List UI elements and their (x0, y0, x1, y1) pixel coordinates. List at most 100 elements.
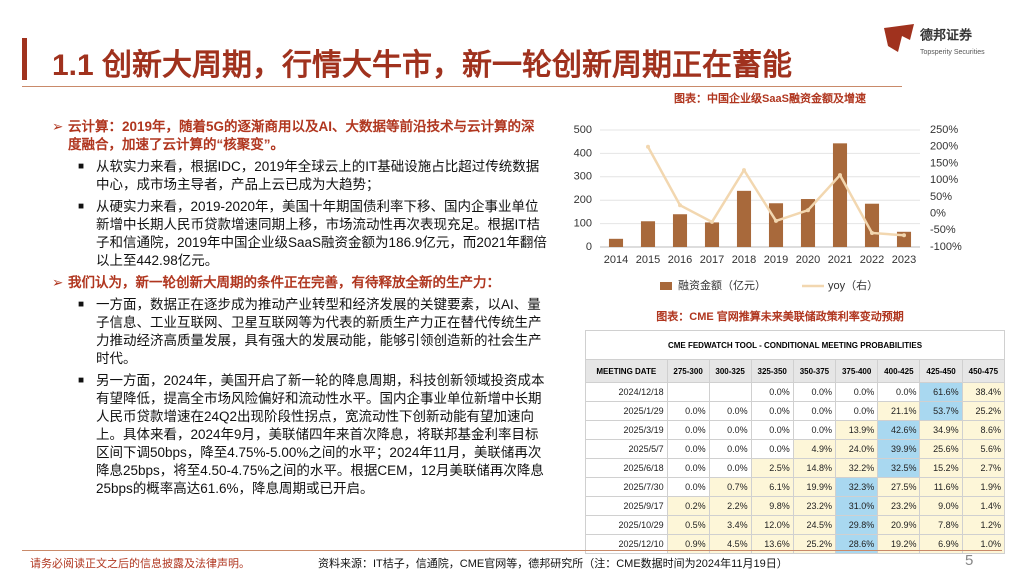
prob-cell: 25.2% (961, 401, 1006, 421)
y2-tick-label: 200% (930, 141, 958, 153)
chart-title: 图表：中国企业级SaaS融资金额及增速 (674, 91, 866, 105)
prob-cell: 1.4% (961, 496, 1006, 516)
prob-cell: 0.0% (835, 382, 879, 402)
y-tick-label: 500 (574, 124, 592, 136)
prob-cell: 19.9% (792, 477, 837, 497)
prob-cell: 2.2% (708, 496, 752, 516)
logo: 德邦证券 Topsperity Securities (884, 24, 985, 56)
y2-tick-label: 50% (930, 191, 952, 203)
prob-cell: 0.0% (666, 439, 710, 459)
column-header: 350-375 (792, 359, 837, 383)
column-header: 400-425 (877, 359, 921, 383)
bar (608, 238, 624, 247)
prob-cell: 1.2% (961, 515, 1006, 535)
prob-cell: 3.4% (708, 515, 752, 535)
line-marker (774, 218, 778, 223)
disclaimer: 请务必阅读正文之后的信息披露及法律声明。 (30, 558, 250, 570)
prob-cell: 34.9% (919, 420, 963, 440)
sub-bullet: 一方面，数据正在逐步成为推动产业转型和经济发展的关键要素，以AI、量子信息、工业… (52, 296, 547, 368)
date-cell: 2025/9/17 (585, 496, 668, 516)
prob-cell: 32.5% (877, 458, 921, 478)
line-marker (838, 173, 842, 178)
y-tick-label: 0 (586, 241, 592, 253)
logo-name: 德邦证券 (920, 27, 973, 42)
date-cell: 2025/3/19 (585, 420, 668, 440)
y2-tick-label: 150% (930, 157, 958, 169)
caption-row: CME FEDWATCH TOOL - CONDITIONAL MEETING … (585, 330, 1005, 360)
table-row: 2025/5/7 0.0% 0.0% 0.0% 4.9% 24.0% 39.9% 25.6% 5… (585, 439, 1006, 459)
date-cell: 2024/12/18 (585, 382, 668, 402)
prob-cell: 38.4% (961, 382, 1006, 402)
table-row: 2025/3/19 0.0% 0.0% 0.0% 0.0% 13.9% 42.6% 34.9%… (585, 420, 1006, 440)
prob-cell: 2.7% (961, 458, 1006, 478)
prob-cell: 1.9% (961, 477, 1006, 497)
page-number: 5 (965, 552, 974, 569)
prob-cell: 11.6% (919, 477, 963, 497)
prob-cell: 0.0% (666, 458, 710, 478)
prob-cell: 6.9% (919, 534, 963, 554)
prob-cell: 0.0% (792, 401, 837, 421)
prob-cell: 32.2% (835, 458, 879, 478)
y2-tick-label: 100% (930, 174, 958, 186)
x-tick-label: 2015 (636, 254, 660, 266)
sub-bullet: 另一方面，2024年，美国开启了新一轮的降息周期，科技创新领域投资成本有望降低，… (52, 372, 547, 498)
column-header: MEETING DATE (585, 359, 668, 383)
prob-cell: 9.8% (750, 496, 794, 516)
y2-tick-label: -100% (930, 241, 962, 253)
date-cell: 2025/7/30 (585, 477, 668, 497)
prob-cell: 1.0% (961, 534, 1006, 554)
line-marker (870, 230, 874, 235)
table-row: 2025/9/17 0.2% 2.2% 9.8% 23.2% 31.0% 23.2% 9.0%… (585, 496, 1006, 516)
prob-cell: 13.9% (835, 420, 879, 440)
prob-cell: 29.8% (835, 515, 879, 535)
column-header: 275-300 (666, 359, 710, 383)
legend-swatch (660, 282, 672, 290)
x-tick-label: 2018 (732, 254, 756, 266)
logo-sub: Topsperity Securities (920, 49, 985, 56)
prob-cell: 0.0% (708, 458, 752, 478)
prob-cell: 32.3% (835, 477, 879, 497)
prob-cell: 2.5% (750, 458, 794, 478)
prob-cell: 23.2% (877, 496, 921, 516)
y-tick-label: 200 (574, 194, 592, 206)
table-caption: CME FEDWATCH TOOL - CONDITIONAL MEETING … (585, 330, 1005, 360)
prob-cell: 0.0% (835, 401, 879, 421)
table-row: 2025/10/29 0.5% 3.4% 12.0% 24.5% 29.8% 20.9% 7.… (585, 515, 1006, 535)
prob-cell: 8.6% (961, 420, 1006, 440)
prob-cell: 0.9% (666, 534, 710, 554)
column-header: 375-400 (835, 359, 879, 383)
prob-cell: 31.0% (835, 496, 879, 516)
prob-cell: 25.6% (919, 439, 963, 459)
prob-cell: 21.1% (877, 401, 921, 421)
line-marker (806, 208, 810, 213)
prob-cell: 24.5% (792, 515, 837, 535)
prob-cell: 12.0% (750, 515, 794, 535)
prob-cell: 0.0% (750, 439, 794, 459)
prob-cell: 42.6% (877, 420, 921, 440)
prob-cell (666, 382, 710, 402)
column-header: 425-450 (919, 359, 963, 383)
bullet: 云计算：2019年，随着5G的逐渐商用以及AI、大数据等前沿技术与云计算的深度融… (52, 118, 547, 154)
sub-bullet: 从硬实力来看，2019-2020年，美国十年期国债利率下移、国内企事业单位新增中… (52, 198, 547, 270)
prob-cell: 39.9% (877, 439, 921, 459)
chart: 图表：中国企业级SaaS融资金额及增速 0 100 200 300 400 500 -100… (574, 91, 962, 292)
prob-cell: 4.9% (792, 439, 837, 459)
prob-cell: 0.0% (792, 420, 837, 440)
y2-tick-label: 250% (930, 124, 958, 136)
prob-cell: 0.0% (750, 401, 794, 421)
prob-cell: 0.2% (666, 496, 710, 516)
prob-cell: 25.2% (792, 534, 837, 554)
table-row: 2025/6/18 0.0% 0.0% 2.5% 14.8% 32.2% 32.5% 15.2… (585, 458, 1006, 478)
prob-cell: 23.2% (792, 496, 837, 516)
bullet: 我们认为，新一轮创新大周期的条件正在完善，有待释放全新的生产力： (52, 274, 547, 292)
line-marker (678, 203, 682, 208)
title-bar (22, 38, 27, 80)
prob-cell: 9.0% (919, 496, 963, 516)
line-marker (646, 144, 650, 149)
line-marker (710, 219, 714, 224)
y-tick-label: 300 (574, 171, 592, 183)
y-tick-label: 400 (574, 147, 592, 159)
prob-cell: 13.6% (750, 534, 794, 554)
prob-cell (708, 382, 752, 402)
